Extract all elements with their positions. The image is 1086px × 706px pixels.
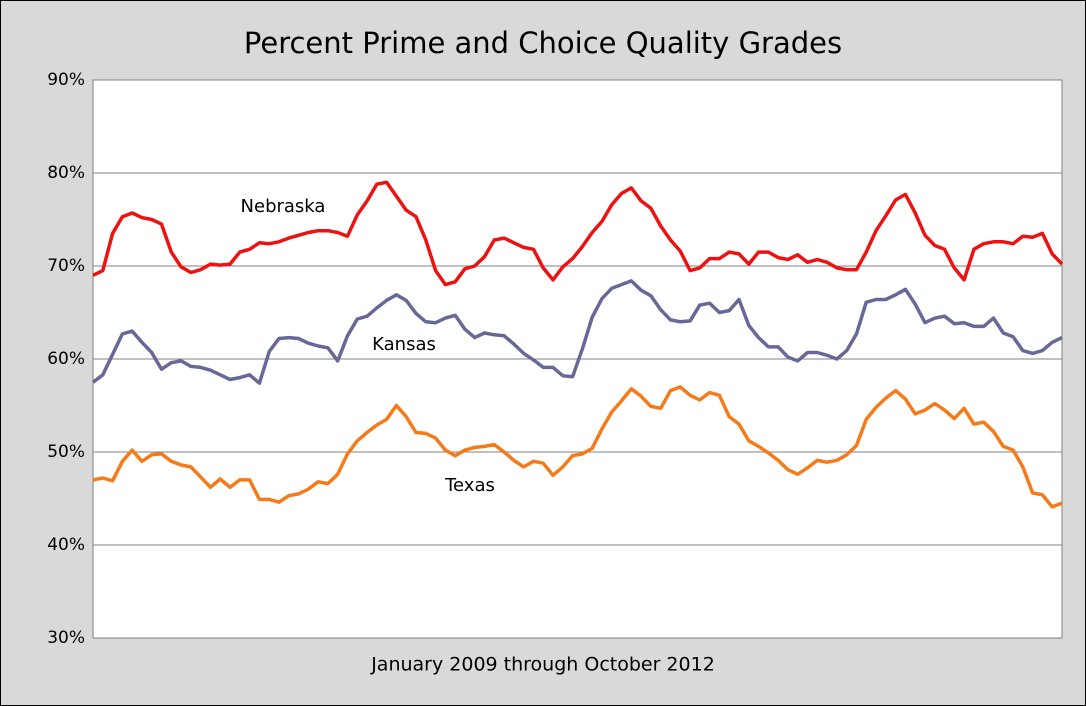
series-line — [91, 279, 1063, 385]
y-tick-label: 30% — [47, 628, 85, 648]
series-annotation: Kansas — [372, 334, 436, 355]
series-annotation: Nebraska — [241, 196, 326, 217]
series-line — [92, 180, 1064, 287]
series-line — [92, 385, 1063, 509]
y-tick-label: 90% — [47, 70, 85, 90]
y-tick-label: 70% — [47, 256, 85, 276]
y-tick-label: 40% — [47, 535, 85, 555]
chart-title: Percent Prime and Choice Quality Grades — [244, 26, 842, 60]
x-axis-label: January 2009 through October 2012 — [370, 654, 715, 676]
series-annotation: Texas — [444, 475, 495, 496]
y-tick-label: 60% — [47, 349, 85, 369]
y-tick-label: 50% — [47, 442, 85, 462]
y-tick-label: 80% — [47, 163, 85, 183]
